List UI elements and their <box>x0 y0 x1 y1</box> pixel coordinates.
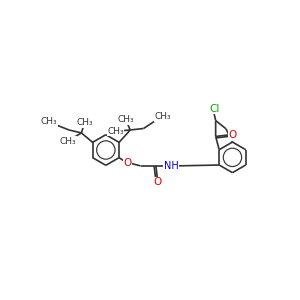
Text: Cl: Cl <box>209 104 219 114</box>
Text: O: O <box>153 177 161 187</box>
Text: CH₃: CH₃ <box>107 127 124 136</box>
Text: CH₃: CH₃ <box>118 115 134 124</box>
Text: CH₃: CH₃ <box>155 112 171 121</box>
Text: CH₃: CH₃ <box>60 137 76 146</box>
Text: O: O <box>123 158 131 168</box>
Text: CH₃: CH₃ <box>76 118 93 127</box>
Text: NH: NH <box>164 161 178 171</box>
Text: CH₃: CH₃ <box>40 117 57 126</box>
Text: O: O <box>229 130 237 140</box>
